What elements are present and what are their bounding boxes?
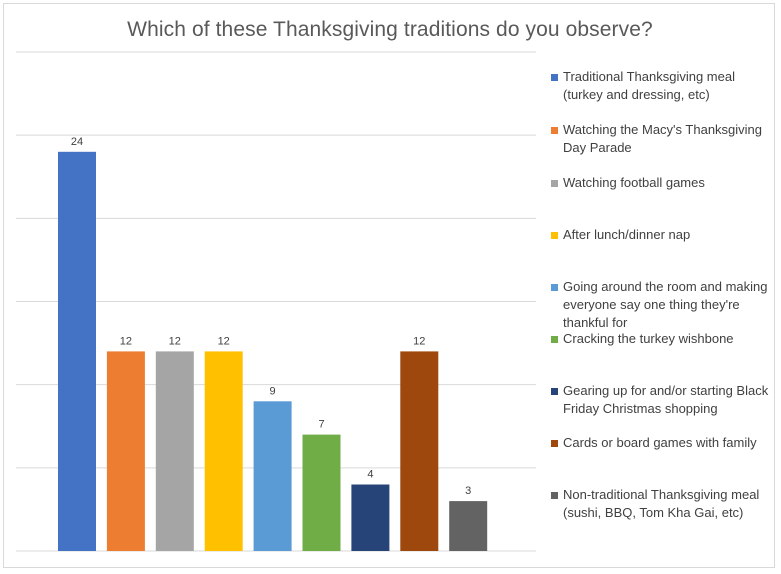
bar-6 [302,434,341,551]
legend-label: After lunch/dinner nap [563,227,691,242]
data-label-3: 12 [169,335,181,347]
bar-7 [351,484,390,551]
legend-label: Non-traditional Thanksgiving meal (sushi… [563,487,760,520]
bar-9 [449,501,488,551]
bar-4 [204,351,243,551]
plot-area: 24 12 12 12 9 7 4 12 3 [16,51,536,552]
data-label-2: 12 [120,335,132,347]
bar-2 [106,351,145,551]
legend-swatch [551,127,558,134]
data-label-5: 9 [270,385,276,397]
legend-label: Gearing up for and/or starting Black Fri… [563,383,769,416]
chart-title: Which of these Thanksgiving traditions d… [127,18,653,41]
legend-swatch [551,388,558,395]
data-label-9: 3 [465,485,471,497]
data-label-7: 4 [367,469,373,481]
legend-swatch [551,492,558,499]
data-label-4: 12 [218,335,230,347]
legend-label: Traditional Thanksgiving meal (turkey an… [563,69,735,102]
legend-swatch [551,336,558,343]
bar-1 [58,151,96,552]
bar-5 [253,401,292,551]
data-label-8: 12 [413,335,425,347]
bar-8 [400,351,439,551]
legend-label: Going around the room and making everyon… [563,279,768,330]
legend-label: Watching the Macy's Thanksgiving Day Par… [563,122,763,155]
chart-frame: Which of these Thanksgiving traditions d… [3,3,775,568]
legend-label: Cracking the turkey wishbone [563,331,734,346]
data-label-6: 7 [318,419,324,431]
legend-label: Watching football games [563,175,705,190]
legend-swatch [551,232,558,239]
legend-label: Cards or board games with family [563,435,757,450]
bar-3 [155,351,194,551]
legend-swatch [551,74,558,81]
data-label-1: 24 [71,136,83,148]
legend-swatch [551,440,558,447]
legend-swatch [551,284,558,291]
legend-swatch [551,180,558,187]
